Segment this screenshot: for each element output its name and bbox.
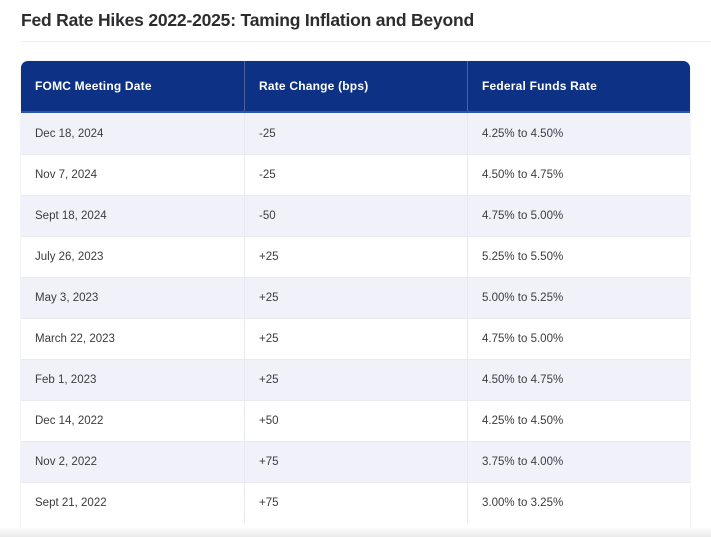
table-cell: Nov 7, 2024	[35, 169, 98, 181]
table-cell: +75	[244, 483, 467, 523]
table-cell: -25	[244, 113, 467, 154]
table-cell: March 22, 2023	[35, 333, 115, 345]
table-row: May 3, 2023 +25 5.00% to 5.25%	[21, 277, 690, 318]
table-cell: +50	[244, 401, 467, 441]
table-cell: 4.75% to 5.00%	[467, 196, 690, 236]
table-cell: -25	[244, 155, 467, 195]
table-cell: 3.75% to 4.00%	[467, 442, 690, 482]
page-bottom-edge	[0, 528, 711, 537]
page-title: Fed Rate Hikes 2022-2025: Taming Inflati…	[21, 10, 474, 30]
table-cell: 5.25% to 5.50%	[467, 237, 690, 277]
table-cell: 4.75% to 5.00%	[467, 319, 690, 359]
table-cell: 5.00% to 5.25%	[467, 278, 690, 318]
table-row: July 26, 2023 +25 5.25% to 5.50%	[21, 236, 690, 277]
table-cell: -50	[244, 196, 467, 236]
table-cell: Nov 2, 2022	[35, 456, 98, 468]
column-header: FOMC Meeting Date	[35, 79, 152, 93]
table-row: Feb 1, 2023 +25 4.50% to 4.75%	[21, 359, 690, 400]
table-row: Dec 18, 2024 -25 4.25% to 4.50%	[21, 113, 690, 154]
table-cell: 4.25% to 4.50%	[467, 401, 690, 441]
table-cell: Sept 21, 2022	[35, 497, 107, 509]
table-cell: +25	[244, 237, 467, 277]
table-row: Nov 7, 2024 -25 4.50% to 4.75%	[21, 154, 690, 195]
table-row: Dec 14, 2022 +50 4.25% to 4.50%	[21, 400, 690, 441]
table-cell: 4.25% to 4.50%	[467, 113, 690, 154]
table-row: Sept 18, 2024 -50 4.75% to 5.00%	[21, 195, 690, 236]
table-cell: May 3, 2023	[35, 292, 99, 304]
table-cell: Feb 1, 2023	[35, 374, 97, 386]
table-header-row: FOMC Meeting Date Rate Change (bps) Federa…	[21, 61, 690, 113]
table-cell: Dec 18, 2024	[35, 127, 104, 140]
table-cell: +25	[244, 278, 467, 318]
table-cell: 4.50% to 4.75%	[467, 155, 690, 195]
table-cell: Sept 18, 2024	[35, 210, 107, 222]
table-cell: 3.00% to 3.25%	[467, 483, 690, 523]
table-row: March 22, 2023 +25 4.75% to 5.00%	[21, 318, 690, 359]
table-cell: Dec 14, 2022	[35, 415, 104, 427]
table-row: Sept 21, 2022 +75 3.00% to 3.25%	[21, 482, 690, 523]
title-divider	[21, 41, 711, 42]
table-cell: July 26, 2023	[35, 251, 104, 263]
table-cell: +25	[244, 319, 467, 359]
table-cell: 4.50% to 4.75%	[467, 360, 690, 400]
column-header: Federal Funds Rate	[467, 61, 690, 111]
table-row: Nov 2, 2022 +75 3.75% to 4.00%	[21, 441, 690, 482]
column-header: Rate Change (bps)	[244, 61, 467, 111]
table-body: Dec 18, 2024 -25 4.25% to 4.50% Nov 7, 2024…	[21, 113, 690, 523]
table-cell: +25	[244, 360, 467, 400]
fed-rate-table: FOMC Meeting Date Rate Change (bps) Federa…	[21, 61, 690, 528]
table-cell: +75	[244, 442, 467, 482]
